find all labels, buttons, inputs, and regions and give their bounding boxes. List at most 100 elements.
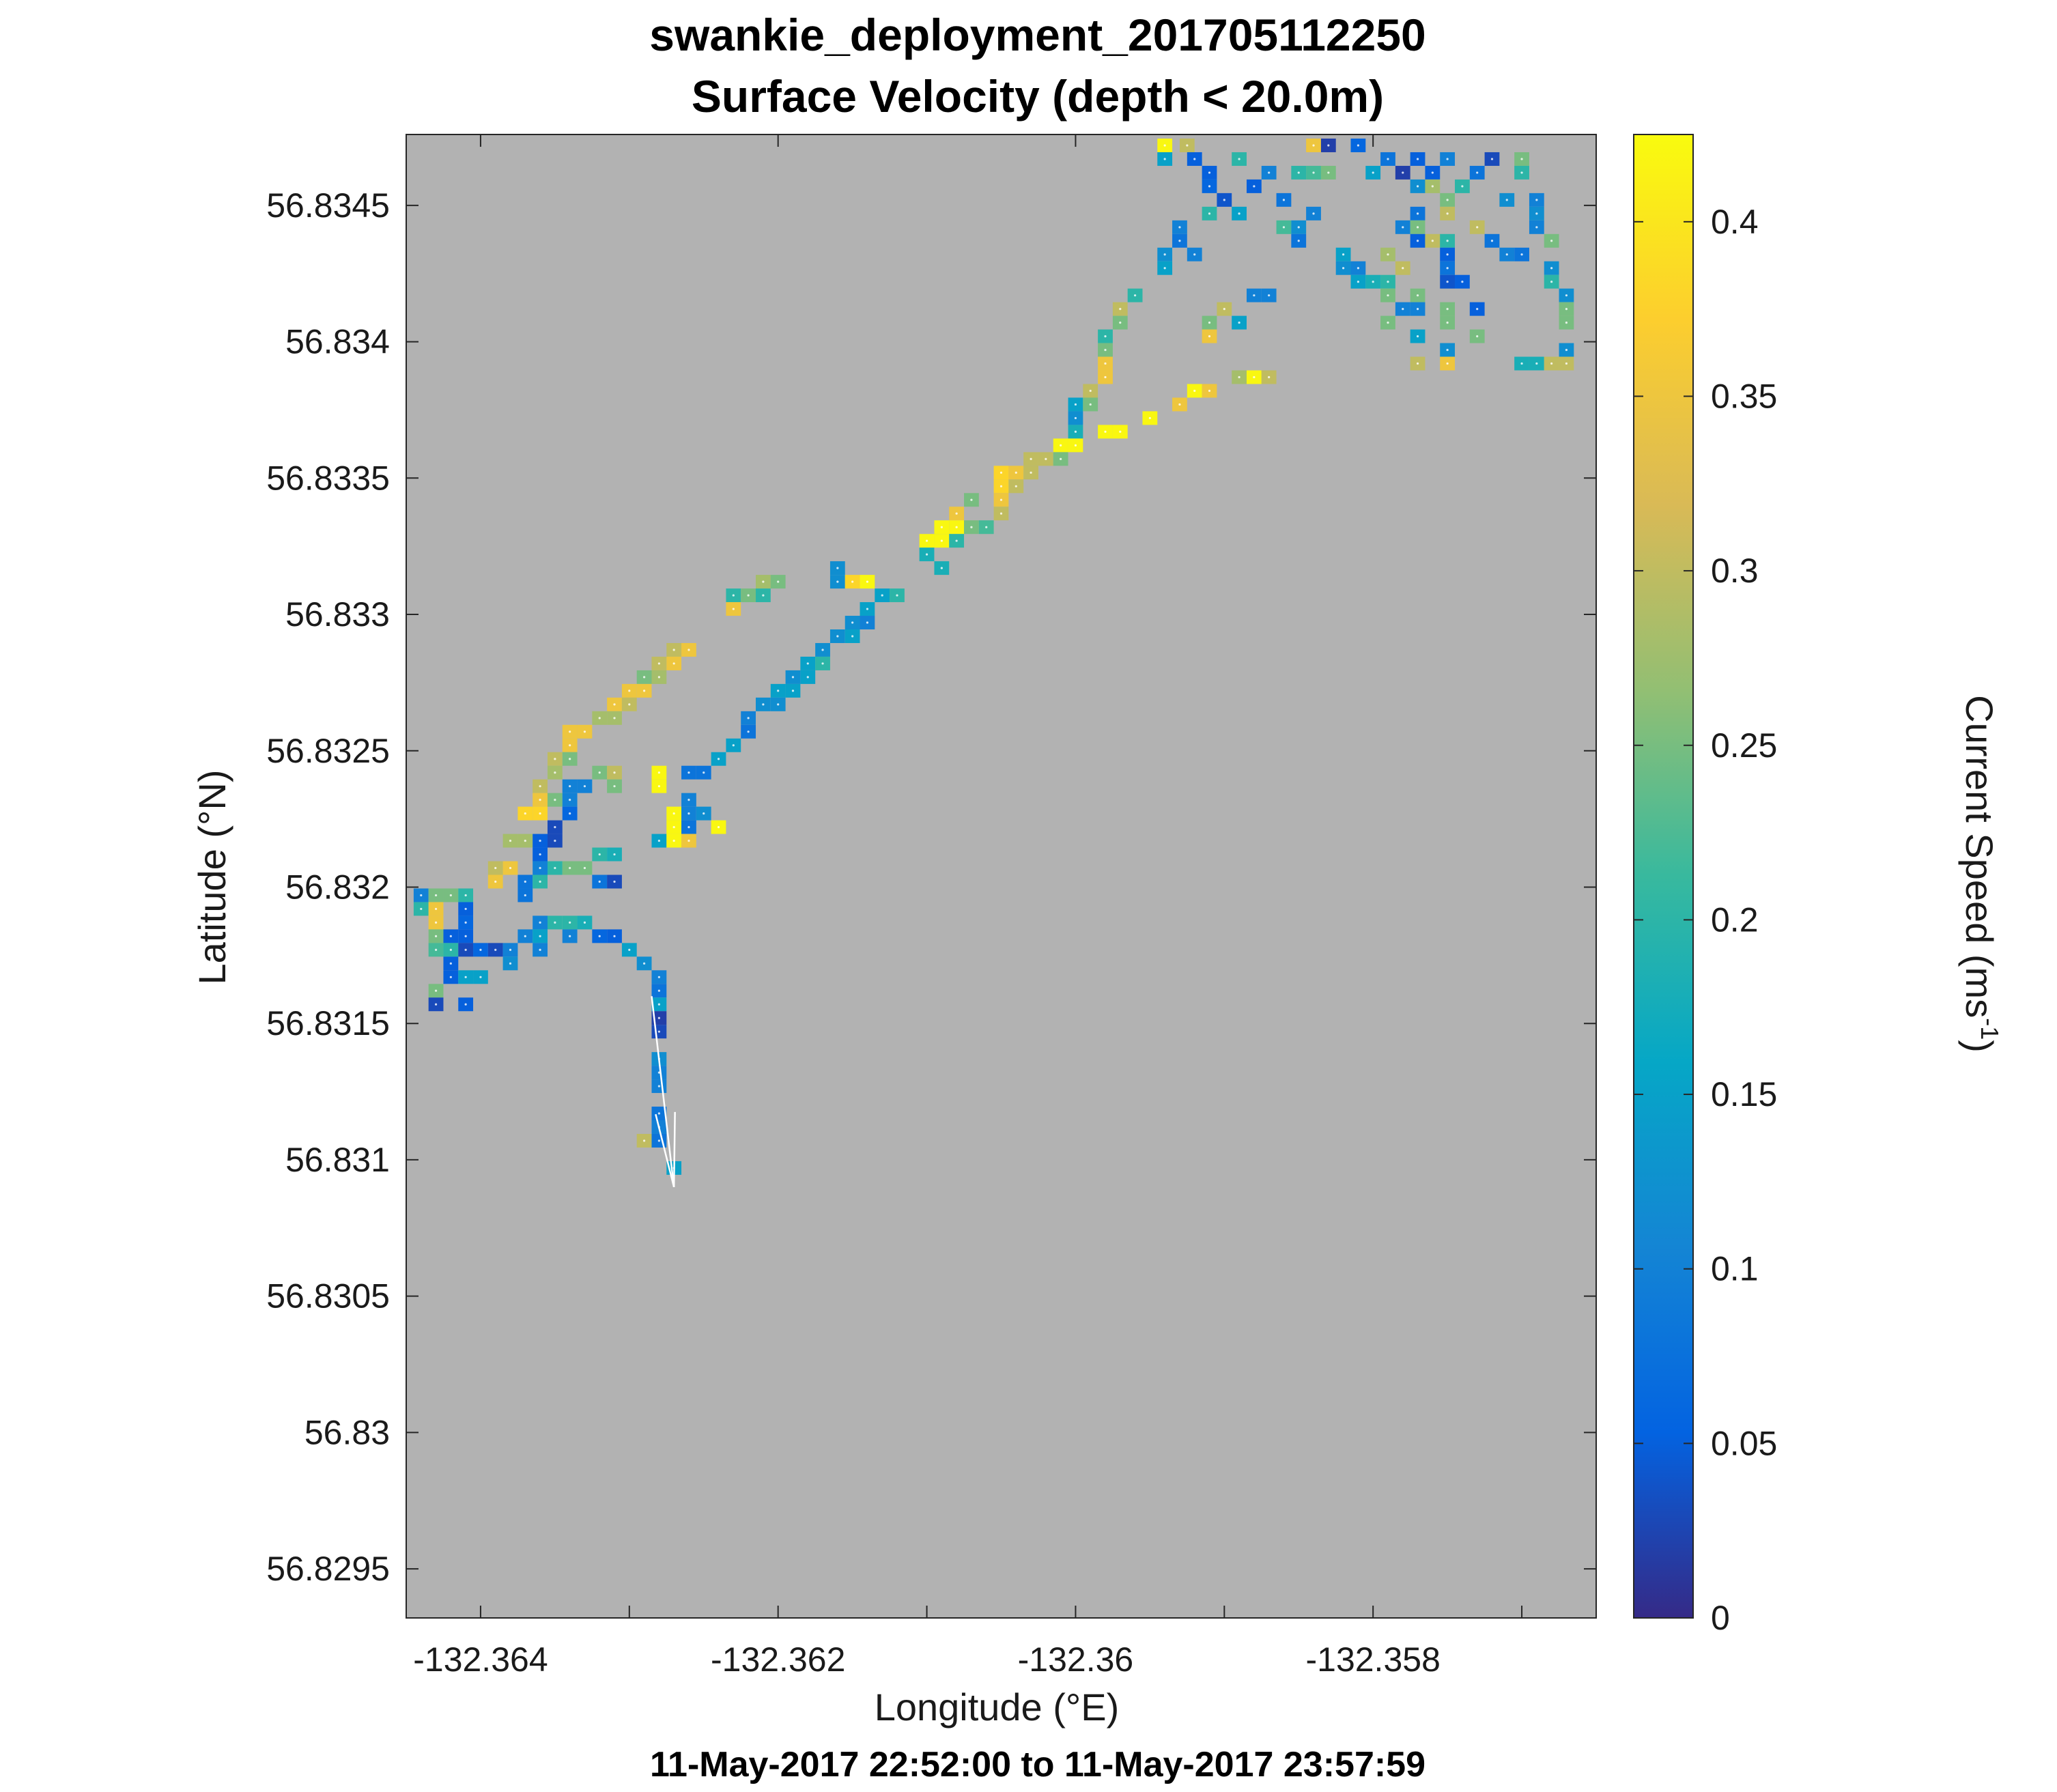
velocity-dot (777, 580, 780, 583)
velocity-dot (539, 839, 541, 842)
x-tick-label: -132.362 (711, 1640, 845, 1679)
velocity-dot (732, 744, 735, 747)
velocity-dot (434, 948, 438, 951)
velocity-dot (524, 894, 526, 897)
velocity-dot (1133, 294, 1137, 297)
velocity-dot (1402, 308, 1404, 311)
velocity-dot (1565, 362, 1568, 365)
velocity-dot (434, 894, 438, 897)
velocity-dot (1268, 171, 1271, 174)
colorbar-tick-label: 0 (1711, 1599, 1730, 1637)
velocity-dot (1119, 308, 1122, 311)
velocity-dot (1416, 158, 1419, 160)
velocity-dot (1178, 403, 1181, 406)
velocity-arrows (651, 996, 676, 1188)
velocity-dot (449, 962, 452, 965)
velocity-dot (1565, 294, 1568, 297)
velocity-dot (613, 785, 616, 788)
velocity-dot (449, 948, 452, 951)
velocity-dot (1565, 348, 1568, 352)
velocity-dot (896, 594, 898, 597)
colorbar-tick-label: 0.05 (1711, 1424, 1777, 1462)
velocity-dot (1520, 171, 1523, 174)
velocity-dot (1550, 240, 1553, 242)
velocity-dot (955, 512, 958, 515)
velocity-dot (657, 839, 660, 842)
velocity-dot (1446, 199, 1449, 201)
velocity-dot (1342, 267, 1345, 270)
y-tick-label: 56.83 (304, 1413, 390, 1451)
velocity-dot (1550, 281, 1553, 283)
velocity-dot (1416, 226, 1419, 229)
velocity-dot (791, 689, 795, 692)
velocity-dot (657, 1085, 660, 1087)
x-tick-label: -132.364 (413, 1640, 548, 1679)
velocity-dot (539, 935, 541, 937)
velocity-dot (1238, 158, 1240, 160)
velocity-dot (1565, 322, 1568, 324)
colorbar-tick-label: 0.4 (1711, 203, 1759, 241)
velocity-dot (1193, 158, 1196, 160)
velocity-dot (1446, 322, 1449, 324)
velocity-dot (583, 866, 586, 870)
velocity-dot (1446, 253, 1449, 256)
velocity-dot (836, 567, 839, 569)
velocity-dot (1520, 253, 1523, 256)
velocity-dot (851, 635, 854, 638)
velocity-dot (1238, 212, 1240, 215)
velocity-dot (1297, 171, 1300, 174)
velocity-dot (672, 662, 675, 665)
velocity-dot (1238, 375, 1240, 379)
velocity-dot (583, 730, 586, 733)
velocity-dot (1186, 144, 1189, 147)
x-axis-label: Longitude (°E) (875, 1686, 1120, 1729)
velocity-dot (866, 608, 869, 610)
velocity-dot (598, 880, 601, 883)
velocity-dot (940, 526, 943, 528)
velocity-dot (881, 594, 883, 597)
colorbar-axis: 0 0.05 0.1 0.15 0.2 0.25 0.3 0.35 0.4 (1634, 203, 1777, 1637)
velocity-dot (1446, 281, 1449, 283)
chart-subtitle: Surface Velocity (depth < 20.0m) (692, 71, 1384, 122)
velocity-dot (1416, 308, 1419, 311)
velocity-dot (1535, 362, 1538, 365)
velocity-dot (569, 812, 571, 815)
velocity-dot (732, 608, 735, 610)
velocity-dot (1178, 240, 1181, 242)
velocity-dot (1446, 348, 1449, 352)
velocity-dot (1030, 457, 1032, 460)
velocity-dot (509, 948, 512, 951)
velocity-dot (1387, 294, 1389, 297)
velocity-dot (1446, 362, 1449, 365)
x-tick-label: -132.358 (1305, 1640, 1440, 1679)
velocity-dot (1060, 444, 1062, 446)
velocity-dot (1104, 430, 1107, 433)
velocity-dot (687, 771, 690, 774)
velocity-dot (970, 526, 973, 528)
y-tick-label: 56.831 (285, 1141, 390, 1179)
velocity-dot (1104, 335, 1107, 338)
y-axis: 56.8295 56.83 56.8305 56.831 56.8315 56.832 56… (266, 186, 1596, 1588)
velocity-dot (1089, 403, 1092, 406)
velocity-dot (509, 866, 512, 870)
velocity-dot (1446, 267, 1449, 270)
velocity-dot (1402, 226, 1404, 229)
velocity-dot (1104, 348, 1107, 352)
velocity-dot (925, 539, 928, 542)
velocity-dot (1431, 240, 1434, 242)
velocity-dot (464, 907, 467, 911)
velocity-dot (1431, 185, 1434, 188)
velocity-dot (1535, 226, 1538, 229)
velocity-dot (1015, 471, 1017, 474)
velocity-dot (628, 948, 631, 951)
velocity-dot (657, 785, 660, 788)
velocity-dot (1297, 226, 1300, 229)
colorbar-tick-label: 0.15 (1711, 1075, 1777, 1113)
velocity-dot (1372, 281, 1374, 283)
colorbar-tick-label: 0.2 (1711, 900, 1759, 939)
velocity-dot (1178, 226, 1181, 229)
velocity-dot (866, 621, 869, 624)
velocity-dot (1416, 185, 1419, 188)
velocity-dot (1312, 171, 1315, 174)
velocity-dot (464, 976, 467, 978)
